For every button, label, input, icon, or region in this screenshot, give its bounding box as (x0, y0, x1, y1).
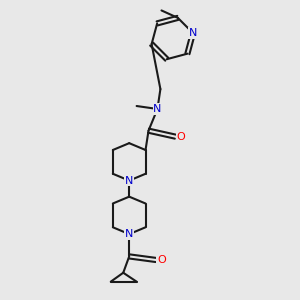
Text: O: O (176, 132, 185, 142)
Text: N: N (125, 229, 134, 239)
Text: N: N (153, 104, 162, 114)
Text: O: O (157, 255, 166, 265)
Text: N: N (125, 176, 134, 186)
Text: N: N (189, 28, 197, 38)
